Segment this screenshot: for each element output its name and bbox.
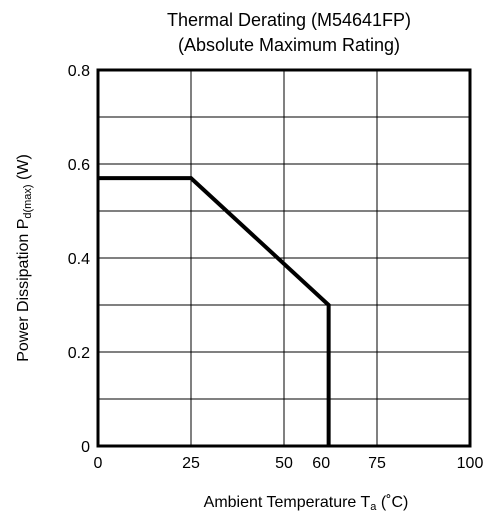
derating-curve [98,176,331,446]
y-tick-label: 0.2 [68,345,90,362]
x-axis-label-unit: (˚C) [376,494,408,511]
x-tick-label: 25 [182,455,200,472]
y-axis-label: Power Dissipation Pd(max) (W) [15,154,34,362]
series-layer [98,176,331,446]
y-axis-label-subscript: d(max) [22,184,34,218]
y-tick-label: 0.6 [68,157,90,174]
y-tick-label: 0.8 [68,63,90,80]
x-axis-label: Ambient Temperature Ta (˚C) [204,494,409,513]
y-axis-label-main: Power Dissipation P [15,219,32,362]
x-tick-label: 50 [275,455,293,472]
y-tick-label: 0.4 [68,251,90,268]
x-tick-label: 60 [312,455,330,472]
y-axis-label-unit: (W) [15,154,32,184]
x-axis-label-subscript: a [370,501,377,513]
x-tick-label: 0 [94,455,103,472]
x-tick-label: 75 [368,455,386,472]
chart-subtitle: (Absolute Maximum Rating) [178,35,400,55]
x-axis-label-main: Ambient Temperature T [204,494,371,511]
x-tick-label: 100 [457,455,484,472]
chart-title: Thermal Derating (M54641FP) [167,10,411,30]
grid-lines [98,70,470,446]
plot-frame [96,68,472,448]
tick-labels: 0 25 50 60 75 100 0 0.2 0.4 0.6 0.8 [68,63,484,472]
y-tick-label: 0 [81,439,90,456]
